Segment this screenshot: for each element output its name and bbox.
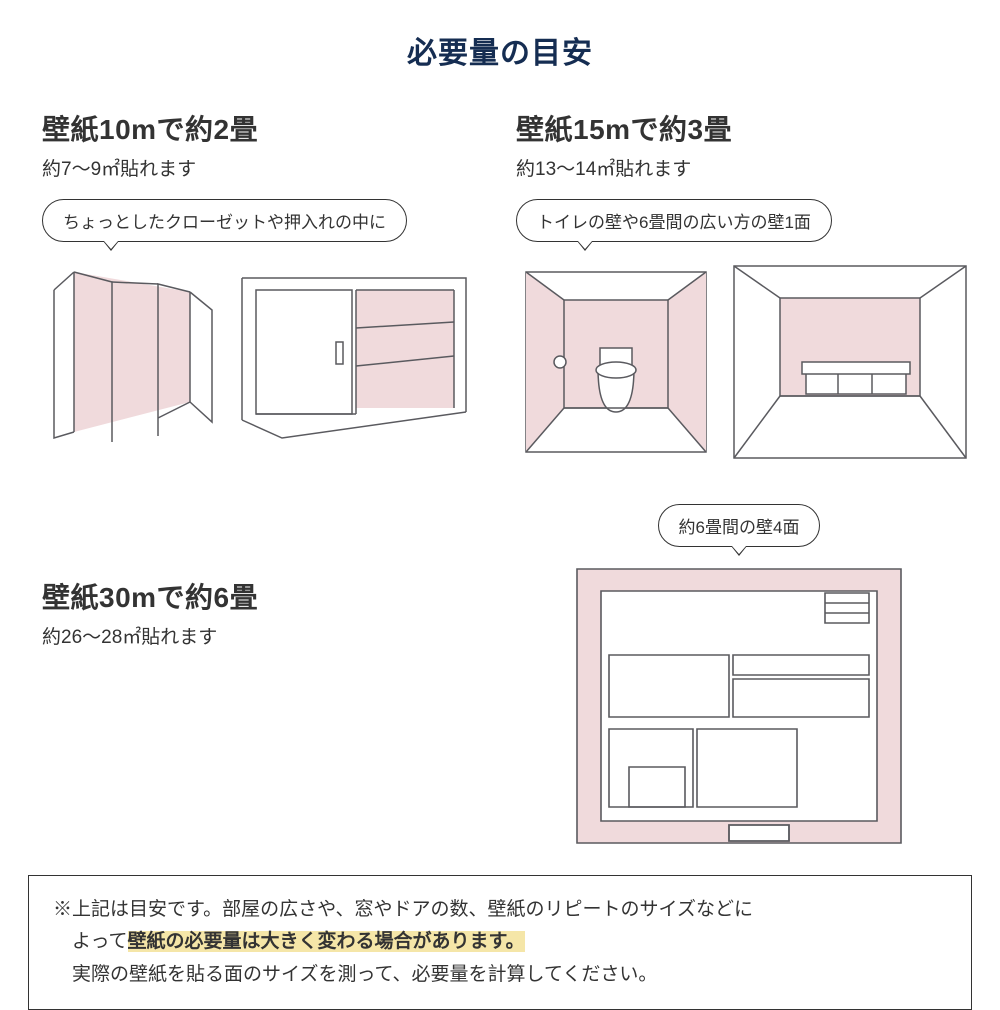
toilet-room-illustration-icon bbox=[516, 262, 716, 462]
page-title: 必要量の目安 bbox=[0, 0, 1000, 72]
section2-illustrations bbox=[516, 262, 970, 462]
six-tatami-room-illustration-icon bbox=[730, 262, 970, 462]
note-highlight: 壁紙の必要量は大きく変わる場合があります。 bbox=[128, 931, 525, 952]
section3-heading: 壁紙30mで約6畳 bbox=[42, 576, 480, 616]
note-line2: よって壁紙の必要量は大きく変わる場合があります。 bbox=[53, 926, 947, 958]
section3-right: 約6畳間の壁4面 bbox=[520, 486, 958, 851]
top-grid: 壁紙10mで約2畳 約7～9㎡貼れます ちょっとしたクローゼットや押入れの中に bbox=[0, 72, 1000, 462]
section-30m: 壁紙30mで約6畳 約26～28㎡貼れます bbox=[42, 486, 480, 649]
note-box: ※上記は目安です。部屋の広さや、窓やドアの数、壁紙のリピートのサイズなどに よっ… bbox=[28, 875, 972, 1010]
floorplan-illustration-icon bbox=[569, 561, 909, 851]
note-line3-text: 実際の壁紙を貼る面のサイズを測って、必要量を計算してください。 bbox=[72, 964, 657, 985]
section1-sub: 約7～9㎡貼れます bbox=[42, 154, 476, 181]
lower-grid: 壁紙30mで約6畳 約26～28㎡貼れます 約6畳間の壁4面 bbox=[0, 462, 1000, 851]
section2-callout: トイレの壁や6畳間の広い方の壁1面 bbox=[516, 199, 832, 242]
note-line3: 実際の壁紙を貼る面のサイズを測って、必要量を計算してください。 bbox=[53, 959, 947, 991]
sliding-door-illustration-icon bbox=[236, 262, 476, 442]
section2-heading: 壁紙15mで約3畳 bbox=[516, 108, 970, 148]
section-10m: 壁紙10mで約2畳 約7～9㎡貼れます ちょっとしたクローゼットや押入れの中に bbox=[42, 108, 476, 462]
closet-illustration-icon bbox=[42, 262, 222, 442]
note-line1: ※上記は目安です。部屋の広さや、窓やドアの数、壁紙のリピートのサイズなどに bbox=[53, 894, 947, 926]
section1-illustrations bbox=[42, 262, 476, 442]
section2-sub: 約13～14㎡貼れます bbox=[516, 154, 970, 181]
section1-heading: 壁紙10mで約2畳 bbox=[42, 108, 476, 148]
section-15m: 壁紙15mで約3畳 約13～14㎡貼れます トイレの壁や6畳間の広い方の壁1面 bbox=[516, 108, 970, 462]
section3-callout: 約6畳間の壁4面 bbox=[658, 504, 821, 547]
section1-callout: ちょっとしたクローゼットや押入れの中に bbox=[42, 199, 407, 242]
note-line2-pre: よって bbox=[72, 931, 127, 952]
section3-sub: 約26～28㎡貼れます bbox=[42, 622, 480, 649]
